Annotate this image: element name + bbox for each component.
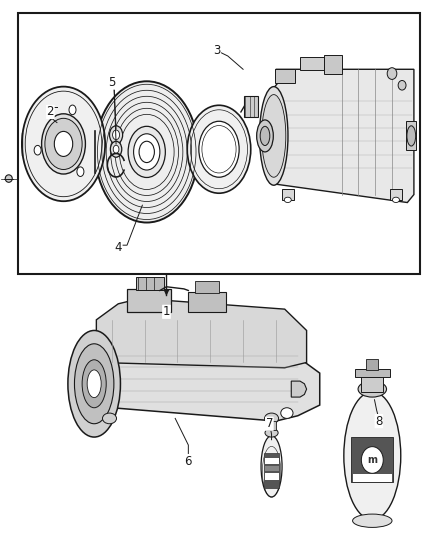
Bar — [300, 57, 324, 70]
Ellipse shape — [259, 86, 288, 185]
Ellipse shape — [257, 120, 273, 152]
Bar — [264, 453, 279, 488]
Ellipse shape — [54, 132, 73, 157]
Bar — [275, 69, 295, 83]
Ellipse shape — [87, 370, 101, 398]
Ellipse shape — [387, 68, 397, 79]
Ellipse shape — [199, 122, 239, 177]
Ellipse shape — [407, 126, 416, 146]
Bar — [282, 189, 294, 200]
Bar — [406, 121, 416, 150]
Bar — [353, 474, 392, 482]
Ellipse shape — [265, 429, 278, 437]
Polygon shape — [274, 69, 414, 203]
Ellipse shape — [353, 514, 392, 528]
Ellipse shape — [77, 167, 84, 176]
Bar — [265, 473, 279, 480]
Ellipse shape — [281, 408, 293, 418]
Ellipse shape — [68, 330, 120, 437]
Ellipse shape — [358, 381, 387, 397]
Ellipse shape — [5, 175, 12, 182]
Bar — [244, 96, 258, 117]
Ellipse shape — [344, 392, 401, 520]
Ellipse shape — [260, 126, 270, 146]
Ellipse shape — [74, 344, 114, 424]
Ellipse shape — [82, 360, 106, 408]
Ellipse shape — [102, 413, 117, 424]
Bar — [127, 289, 171, 312]
Ellipse shape — [265, 413, 279, 424]
Text: 4: 4 — [114, 241, 122, 254]
Polygon shape — [96, 298, 307, 368]
Ellipse shape — [95, 82, 198, 223]
Bar — [265, 458, 279, 464]
Bar — [265, 466, 279, 471]
Ellipse shape — [42, 114, 85, 174]
Text: 7: 7 — [265, 417, 273, 430]
Bar — [18, 13, 420, 274]
Ellipse shape — [261, 436, 282, 497]
Bar — [351, 437, 393, 482]
Bar — [195, 281, 219, 293]
Ellipse shape — [113, 130, 120, 140]
Bar — [136, 277, 164, 290]
Ellipse shape — [284, 197, 291, 203]
Bar — [324, 55, 342, 74]
Text: 1: 1 — [162, 305, 170, 318]
Bar — [188, 292, 226, 312]
Polygon shape — [79, 346, 320, 421]
Ellipse shape — [110, 141, 122, 157]
Ellipse shape — [34, 146, 41, 155]
Bar — [366, 359, 378, 370]
Ellipse shape — [261, 95, 286, 177]
Ellipse shape — [113, 145, 119, 154]
Ellipse shape — [392, 197, 399, 203]
Text: 8: 8 — [375, 415, 382, 427]
Text: 2: 2 — [46, 106, 54, 118]
Text: m: m — [367, 455, 377, 465]
Ellipse shape — [69, 105, 76, 115]
Text: 6: 6 — [184, 455, 192, 467]
Ellipse shape — [45, 118, 82, 169]
Ellipse shape — [398, 80, 406, 90]
Ellipse shape — [139, 141, 154, 163]
Ellipse shape — [22, 86, 105, 201]
Polygon shape — [291, 381, 307, 397]
Ellipse shape — [361, 447, 383, 473]
Text: 5: 5 — [108, 76, 115, 89]
Bar — [267, 421, 276, 430]
Ellipse shape — [134, 134, 160, 170]
Text: 3: 3 — [213, 44, 220, 57]
Bar — [390, 189, 402, 200]
Ellipse shape — [187, 105, 251, 193]
Ellipse shape — [110, 126, 123, 144]
Ellipse shape — [128, 126, 166, 177]
Bar — [355, 369, 390, 377]
Bar — [361, 373, 383, 392]
